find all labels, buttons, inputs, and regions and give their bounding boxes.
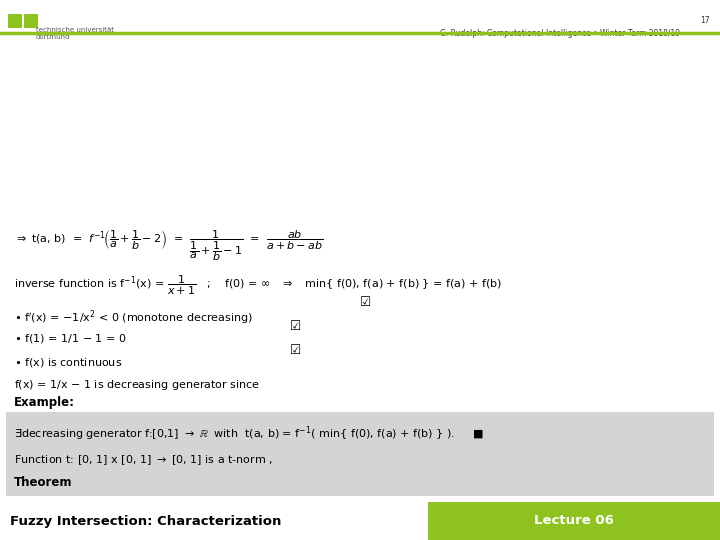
Text: technische universität
dortmund: technische universität dortmund — [36, 27, 114, 40]
Text: Fuzzy Intersection: Characterization: Fuzzy Intersection: Characterization — [10, 515, 282, 528]
Text: $\Rightarrow$ t(a, b)  =  $f^{-1}\!\left(\dfrac{1}{a}+\dfrac{1}{b}-2\right)$  = : $\Rightarrow$ t(a, b) = $f^{-1}\!\left(\… — [14, 228, 323, 263]
Text: $\exists$decreasing generator f:[0,1] $\rightarrow$ $\mathbb{R}$  with  t(a, b) : $\exists$decreasing generator f:[0,1] $\… — [14, 424, 484, 443]
Text: Theorem: Theorem — [14, 476, 73, 489]
Text: G. Rudolph: Computational Intelligence • Winter Term 2018/19: G. Rudolph: Computational Intelligence •… — [440, 29, 680, 38]
Text: ☑: ☑ — [290, 343, 301, 356]
Text: $\bullet$ f(1) = 1/1 $-$ 1 = 0: $\bullet$ f(1) = 1/1 $-$ 1 = 0 — [14, 332, 127, 345]
Bar — [8, 14, 22, 28]
Text: ☑: ☑ — [290, 320, 301, 333]
Text: Example:: Example: — [14, 396, 75, 409]
Text: inverse function is f$^{-1}$(x) = $\dfrac{1}{x+1}$   ;    f(0) = $\infty$   $\Ri: inverse function is f$^{-1}$(x) = $\dfra… — [14, 274, 502, 298]
Text: $\bullet$ f(x) is continuous: $\bullet$ f(x) is continuous — [14, 356, 122, 369]
Text: Function t: [0, 1] x [0, 1] $\rightarrow$ [0, 1] is a t-norm ,: Function t: [0, 1] x [0, 1] $\rightarrow… — [14, 453, 273, 467]
Text: 17: 17 — [700, 16, 710, 25]
Bar — [24, 14, 38, 28]
Bar — [428, 502, 720, 540]
Text: Lecture 06: Lecture 06 — [534, 515, 614, 528]
Bar — [0, 502, 720, 540]
Text: ☑: ☑ — [360, 295, 372, 308]
Bar — [6, 412, 714, 496]
Text: f(x) = 1/x $-$ 1 is decreasing generator since: f(x) = 1/x $-$ 1 is decreasing generator… — [14, 378, 260, 392]
Text: $\bullet$ f$'$(x) = $-$1/x$^2$ < 0 (monotone decreasing): $\bullet$ f$'$(x) = $-$1/x$^2$ < 0 (mono… — [14, 308, 253, 327]
